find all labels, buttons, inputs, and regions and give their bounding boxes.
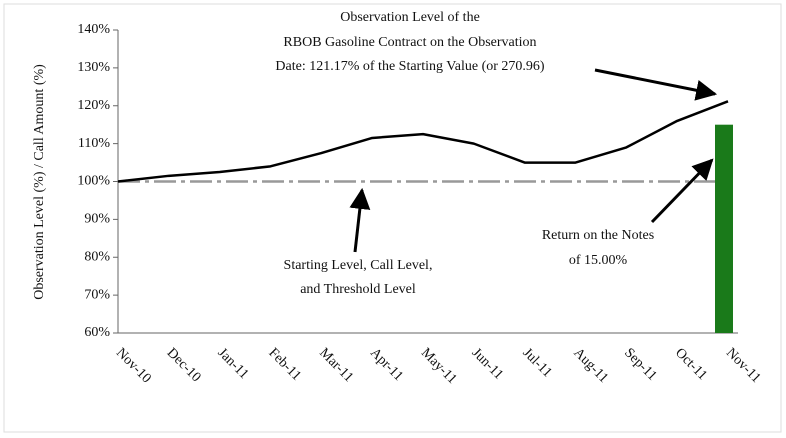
x-tick-label: Apr-11 xyxy=(367,345,406,384)
y-tick-label: 140% xyxy=(77,22,110,37)
line-series xyxy=(117,100,729,183)
x-tick-label: Jun-11 xyxy=(469,345,506,382)
arrow xyxy=(594,68,718,101)
y-tick-label: 80% xyxy=(84,249,110,264)
annotation-return: Return on the Notes of 15.00% xyxy=(542,158,714,268)
x-tick-label: Jul-11 xyxy=(520,345,555,380)
arrow xyxy=(349,187,371,253)
x-tick-label: Nov-10 xyxy=(113,345,154,386)
y-tick-label: 130% xyxy=(77,60,110,75)
y-tick-label: 70% xyxy=(84,287,110,302)
annotation-line: RBOB Gasoline Contract on the Observatio… xyxy=(283,35,536,50)
y-tick-label: 110% xyxy=(78,136,110,151)
annotation-line: Return on the Notes xyxy=(542,228,654,243)
y-tick-label: 60% xyxy=(84,325,110,340)
annotation-line: of 15.00% xyxy=(569,253,628,268)
annotation-line: and Threshold Level xyxy=(300,282,416,297)
arrow xyxy=(650,158,714,224)
x-tick-label: Aug-11 xyxy=(570,345,610,385)
annotation-starting: Starting Level, Call Level, and Threshol… xyxy=(284,187,433,297)
annotation-line: Date: 121.17% of the Starting Value (or … xyxy=(275,59,545,74)
annotation-line: Observation Level of the xyxy=(340,10,480,25)
x-tick-label: Jan-11 xyxy=(215,345,252,382)
x-tick-label: Sep-11 xyxy=(621,345,659,383)
x-tick-label: Mar-11 xyxy=(316,345,356,385)
x-tick-label: Dec-10 xyxy=(164,345,204,385)
annotation-observation: Observation Level of the RBOB Gasoline C… xyxy=(275,10,718,101)
bar xyxy=(715,124,733,333)
frame xyxy=(3,3,782,433)
y-tick-label: 90% xyxy=(84,212,110,227)
y-tick-label: 120% xyxy=(77,98,110,113)
x-tick-label: May-11 xyxy=(418,345,460,387)
x-tick-label: Feb-11 xyxy=(265,345,303,383)
x-tick-label: Nov-11 xyxy=(723,345,763,385)
y-axis-label: Observation Level (%) / Call Amount (%) xyxy=(32,64,47,300)
x-tick-label: Oct-11 xyxy=(672,345,710,383)
y-tick-label: 100% xyxy=(77,174,110,189)
annotation-line: Starting Level, Call Level, xyxy=(284,258,433,273)
